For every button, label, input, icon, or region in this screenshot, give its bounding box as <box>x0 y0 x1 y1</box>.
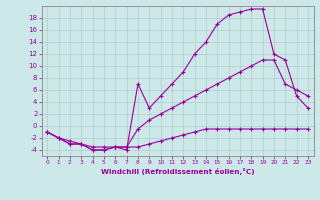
X-axis label: Windchill (Refroidissement éolien,°C): Windchill (Refroidissement éolien,°C) <box>101 168 254 175</box>
